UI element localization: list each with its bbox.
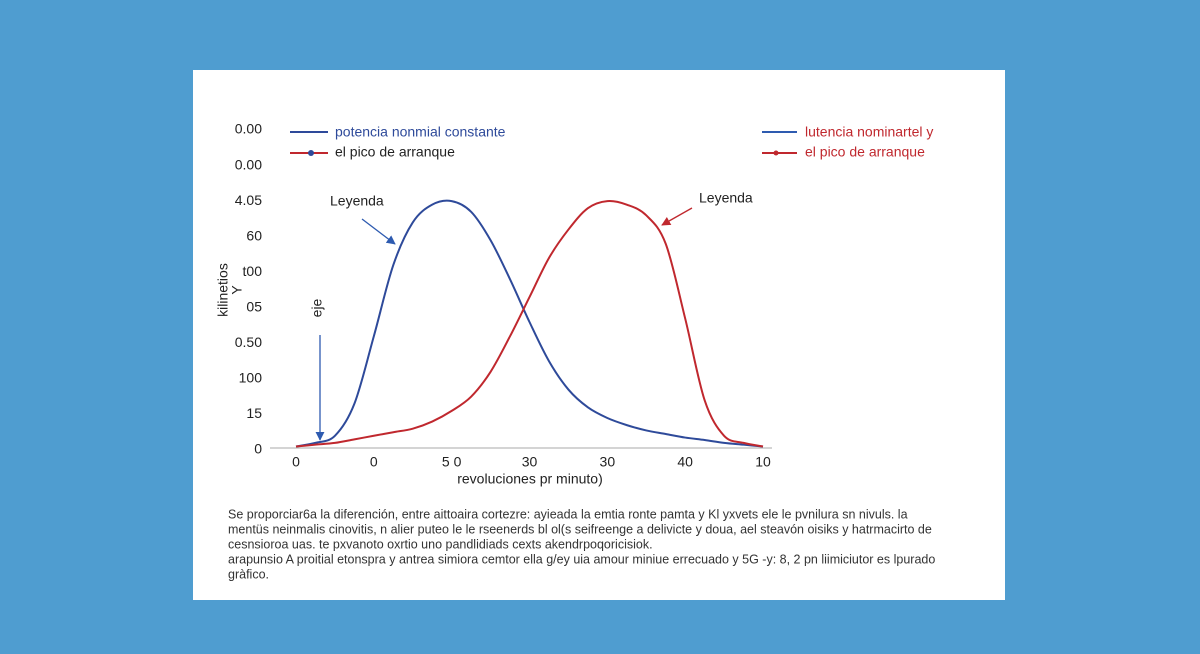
annotation: Leyenda [699, 190, 753, 206]
y-axis-label: Y [229, 285, 245, 295]
caption-line: gràfico. [228, 567, 269, 581]
line-series [295, 199, 764, 448]
y-tick-label: 0.00 [235, 121, 262, 137]
x-axis-label: revoluciones pr minuto) [457, 471, 603, 487]
legend-label: lutencia nominartel y [805, 124, 933, 140]
legend-label: potencia nonmial constante [335, 124, 506, 140]
caption-line: mentüs neinmalis cinovitis, n alier pute… [228, 522, 932, 536]
y-tick-label: 0.00 [235, 156, 262, 172]
legend-label: el pico de arranque [805, 144, 925, 160]
y-tick-label: 0.50 [235, 334, 262, 350]
x-tick-label: 10 [755, 454, 771, 470]
x-tick-label: 30 [522, 454, 538, 470]
y-axis-label: kilinetios [215, 263, 231, 317]
caption-line: Se proporciar6a la diferención, entre ai… [228, 507, 908, 521]
card [193, 70, 1005, 600]
x-tick-label: 40 [677, 454, 693, 470]
line-series [295, 199, 764, 448]
legend-dot [308, 150, 314, 156]
annotation: Leyenda [330, 193, 384, 209]
y-tick-label: 05 [246, 298, 262, 314]
legend-label: el pico de arranque [335, 144, 455, 160]
y-tick-label: 4.05 [235, 192, 262, 208]
y-tick-label: 60 [246, 227, 262, 243]
x-tick-label: 5 0 [442, 454, 462, 470]
x-tick-label: 30 [600, 454, 616, 470]
y-tick-label: 0 [254, 441, 262, 457]
caption-line: arapunsio A proitial etonspra y antrea s… [228, 552, 935, 566]
y-tick-label: t00 [243, 263, 263, 279]
y-tick-label: 15 [246, 405, 262, 421]
y-tick-label: 100 [239, 370, 263, 386]
caption-line: cesnsioroa uas. te pxvanoto oxrtio uno p… [228, 537, 653, 551]
annotation-arrow [361, 218, 396, 245]
x-tick-label: 0 [370, 454, 378, 470]
annotation: eje [309, 298, 325, 317]
legend-dot [773, 150, 779, 156]
annotation-arrow [661, 207, 693, 226]
x-tick-label: 0 [292, 454, 300, 470]
